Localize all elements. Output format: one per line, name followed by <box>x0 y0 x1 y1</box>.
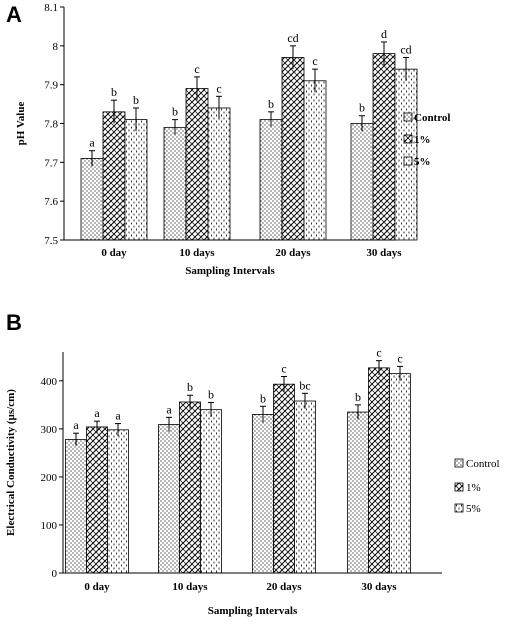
panel-b-legend-label: 5% <box>466 503 481 515</box>
panel-b-ytick-label: 300 <box>41 424 58 436</box>
panel-a-category-label: 10 days <box>179 247 215 259</box>
panel-b-significance-label: b <box>355 390 361 404</box>
panel-a-significance-label: cd <box>287 31 298 45</box>
panel-a-significance-label: a <box>89 136 95 150</box>
panel-b-significance-label: c <box>376 346 381 360</box>
panel-a-bar <box>372 53 396 241</box>
panel-a-ytick-label: 7.7 <box>44 157 58 169</box>
panel-a-bar <box>80 158 104 241</box>
panel-b-ytick-label: 400 <box>41 376 58 388</box>
panel-a-legend-label: 5% <box>414 156 431 168</box>
panel-b-significance-label: b <box>208 387 214 401</box>
panel-b-bar <box>65 439 87 574</box>
panel-a-legend-swatch <box>403 134 413 144</box>
panel-b-category-label: 10 days <box>172 581 208 593</box>
panel-a-category-label: 30 days <box>366 247 402 259</box>
panel-a-significance-label: b <box>359 101 365 115</box>
panel-b-legend-swatch <box>454 482 464 492</box>
panel-b-bar <box>368 367 390 574</box>
panel-b-ytick-label: 0 <box>52 568 58 580</box>
panel-a-ytick-label: 8.1 <box>44 2 58 14</box>
panel-a-category-label: 20 days <box>275 247 311 259</box>
panel-a-bar <box>163 126 187 241</box>
panel-a-legend-label: 1% <box>414 134 431 146</box>
panel-a-bar <box>350 123 374 241</box>
panel-b-significance-label: a <box>94 406 100 420</box>
panel-a-ytick-label: 7.9 <box>44 80 58 92</box>
panel-b-bar <box>179 401 201 574</box>
panel-a-ytick-label: 7.8 <box>44 119 58 131</box>
panel-b-legend-label: Control <box>466 458 500 470</box>
panel-b-bar <box>389 373 411 574</box>
panel-b-significance-label: c <box>397 351 402 365</box>
panel-a-bar <box>124 119 148 241</box>
panel-b-significance-label: b <box>260 391 266 405</box>
panel-b-ytick-label: 100 <box>41 520 58 532</box>
panel-b-legend-swatch <box>454 458 464 468</box>
panel-b-significance-label: bc <box>299 378 310 392</box>
panel-a-bar <box>185 88 209 241</box>
panel-b-significance-label: c <box>281 362 286 376</box>
panel-a-significance-label: b <box>268 97 274 111</box>
panel-b-bar <box>158 424 180 574</box>
panel-a-bar <box>394 68 418 241</box>
panel-a-legend-label: Control <box>414 112 450 124</box>
panel-b-ylabel: Electrical Conductivity (µs/cm) <box>5 389 17 536</box>
panel-b-bar <box>294 400 316 574</box>
panel-b-legend-swatch <box>454 503 464 513</box>
panel-b-significance-label: a <box>115 409 121 423</box>
panel-a-significance-label: b <box>172 105 178 119</box>
panel-b-significance-label: b <box>187 380 193 394</box>
panel-b-category-label: 0 day <box>84 581 110 593</box>
panel-a-legend-swatch <box>403 112 413 122</box>
panel-a-label: A <box>6 2 22 27</box>
panel-b-significance-label: a <box>166 402 172 416</box>
panel-b-bar <box>347 411 369 574</box>
panel-b-legend-label: 1% <box>466 482 481 494</box>
panel-b-bar <box>86 426 108 574</box>
panel-a-bar <box>281 57 305 241</box>
panel-a-bar <box>259 119 283 241</box>
panel-a-xlabel: Sampling Intervals <box>185 265 275 277</box>
panel-a-significance-label: cd <box>400 42 411 56</box>
panel-a-ylabel: pH Value <box>15 102 27 146</box>
panel-b-ytick-label: 200 <box>41 472 58 484</box>
panel-b-bar <box>107 429 129 574</box>
panel-b-bar <box>200 409 222 574</box>
panel-a-bar <box>102 111 126 241</box>
panel-a-ytick-label: 8 <box>53 41 59 53</box>
panel-a-ytick-label: 7.6 <box>44 196 58 208</box>
panel-b-significance-label: a <box>73 418 79 432</box>
panel-b-bar <box>273 383 295 574</box>
panel-a-significance-label: b <box>111 85 117 99</box>
panel-a-legend-swatch <box>403 156 413 166</box>
panel-b-bar <box>252 414 274 574</box>
panel-a-category-label: 0 day <box>101 247 127 259</box>
panel-a-significance-label: b <box>133 93 139 107</box>
panel-b-category-label: 20 days <box>266 581 302 593</box>
panel-a-bar <box>303 80 327 241</box>
panel-b-category-label: 30 days <box>361 581 397 593</box>
panel-a-significance-label: c <box>216 81 221 95</box>
panel-a-bar <box>207 107 231 241</box>
panel-a-significance-label: c <box>312 54 317 68</box>
panel-b-xlabel: Sampling Intervals <box>208 605 298 617</box>
panel-a-significance-label: c <box>194 62 199 76</box>
panel-b-label: B <box>6 310 22 335</box>
panel-a-ytick-label: 7.5 <box>44 235 58 247</box>
panel-a-significance-label: d <box>381 27 387 41</box>
